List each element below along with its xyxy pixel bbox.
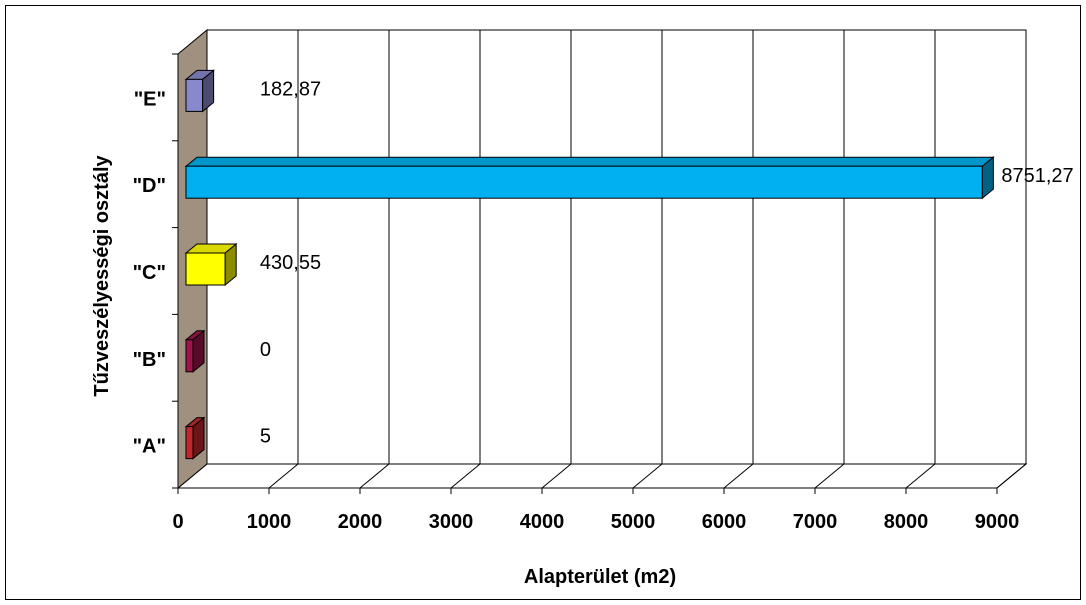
data-label: 5 (260, 426, 271, 448)
x-tick-label: 4000 (520, 511, 565, 533)
gridline-floor (268, 463, 299, 489)
x-tick-label: 6000 (702, 511, 747, 533)
gridline-floor (359, 463, 390, 489)
gridline-floor (814, 463, 845, 489)
gridline-floor (450, 463, 481, 489)
bar-front-face (185, 339, 194, 373)
bar-1 (184, 416, 206, 460)
bar-side-face (224, 242, 237, 287)
gridline-floor (723, 463, 754, 489)
floor-wall (176, 463, 1028, 489)
data-label: 8751,27 (1001, 165, 1073, 187)
bar-top-face (184, 156, 995, 167)
x-tick-label: 3000 (429, 511, 474, 533)
data-label: 182,87 (260, 78, 321, 100)
x-tick-label: 9000 (975, 511, 1020, 533)
gridline-floor (996, 463, 1027, 489)
x-tick-label: 5000 (611, 511, 656, 533)
gridline-floor (632, 463, 663, 489)
y-axis-title: Tűzveszélyességi osztály (91, 155, 113, 397)
data-label: 430,55 (260, 252, 321, 274)
x-tick-label: 0 (172, 511, 183, 533)
data-label: 0 (260, 339, 271, 361)
x-tick-label: 2000 (338, 511, 383, 533)
bar-front-face (185, 252, 226, 286)
x-axis-title: Alapterület (m2) (524, 566, 676, 588)
bar-side-face (202, 69, 215, 113)
y-tick-label: "A" (133, 436, 166, 458)
x-tick-label: 8000 (884, 511, 929, 533)
bar-front-face (185, 78, 204, 112)
bar-front-face (185, 165, 983, 199)
back-wall (206, 29, 1027, 465)
y-tick-label: "D" (133, 175, 166, 197)
bar-side-face (192, 416, 205, 460)
bar-5 (184, 69, 216, 113)
gridline-floor (905, 463, 936, 489)
bar-side-face (981, 156, 994, 200)
x-tick-label: 7000 (793, 511, 838, 533)
y-tick-label: "E" (134, 88, 166, 110)
bar-3 (184, 242, 238, 287)
x-tick-label: 1000 (247, 511, 292, 533)
gridline-floor (541, 463, 572, 489)
bar-side-face (192, 329, 205, 373)
bar-4 (184, 156, 995, 200)
y-tick-label: "B" (133, 349, 166, 371)
bar-2 (184, 329, 206, 373)
y-tick-label: "C" (133, 262, 166, 284)
bar-front-face (185, 426, 194, 460)
